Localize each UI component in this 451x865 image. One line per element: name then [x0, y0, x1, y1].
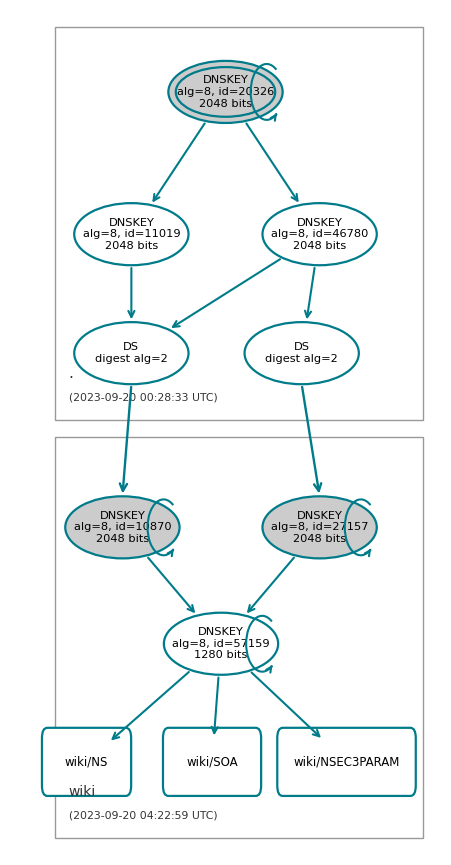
Text: (2023-09-20 00:28:33 UTC): (2023-09-20 00:28:33 UTC) [69, 393, 217, 402]
Text: DS
digest alg=2: DS digest alg=2 [265, 343, 338, 364]
Ellipse shape [262, 497, 377, 559]
Ellipse shape [74, 203, 189, 266]
Text: DNSKEY
alg=8, id=57159
1280 bits: DNSKEY alg=8, id=57159 1280 bits [172, 627, 270, 660]
FancyBboxPatch shape [163, 727, 261, 796]
Text: (2023-09-20 04:22:59 UTC): (2023-09-20 04:22:59 UTC) [69, 811, 217, 821]
Ellipse shape [262, 203, 377, 266]
Text: DNSKEY
alg=8, id=20326
2048 bits: DNSKEY alg=8, id=20326 2048 bits [177, 75, 274, 108]
Text: DNSKEY
alg=8, id=10870
2048 bits: DNSKEY alg=8, id=10870 2048 bits [74, 510, 171, 544]
Text: wiki: wiki [69, 785, 96, 799]
Ellipse shape [65, 497, 179, 559]
Text: DNSKEY
alg=8, id=46780
2048 bits: DNSKEY alg=8, id=46780 2048 bits [271, 218, 368, 251]
Text: DNSKEY
alg=8, id=11019
2048 bits: DNSKEY alg=8, id=11019 2048 bits [83, 218, 180, 251]
FancyBboxPatch shape [277, 727, 416, 796]
Text: wiki/NS: wiki/NS [65, 755, 108, 768]
FancyBboxPatch shape [42, 727, 131, 796]
Ellipse shape [244, 322, 359, 384]
Text: .: . [69, 366, 74, 381]
Text: DS
digest alg=2: DS digest alg=2 [95, 343, 168, 364]
Ellipse shape [168, 61, 283, 123]
Text: wiki/NSEC3PARAM: wiki/NSEC3PARAM [293, 755, 400, 768]
Ellipse shape [74, 322, 189, 384]
FancyBboxPatch shape [55, 437, 423, 837]
Text: DNSKEY
alg=8, id=27157
2048 bits: DNSKEY alg=8, id=27157 2048 bits [271, 510, 368, 544]
FancyBboxPatch shape [55, 28, 423, 420]
Ellipse shape [164, 612, 278, 675]
Text: wiki/SOA: wiki/SOA [186, 755, 238, 768]
